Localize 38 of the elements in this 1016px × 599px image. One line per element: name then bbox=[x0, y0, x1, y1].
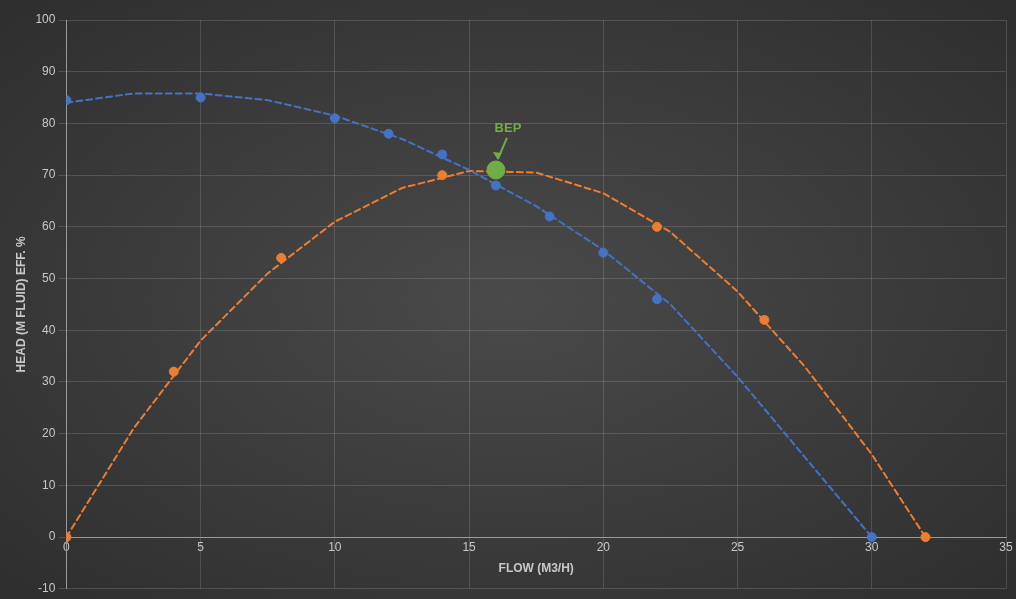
y-tick-label: 20 bbox=[42, 425, 56, 440]
y-tick-label: 50 bbox=[42, 270, 56, 285]
point bbox=[437, 149, 448, 160]
y-tick-label: 60 bbox=[42, 219, 56, 234]
y-tick-label: 90 bbox=[42, 64, 56, 79]
y-tick-label: 10 bbox=[42, 477, 56, 492]
y-tick-label: 70 bbox=[42, 167, 56, 182]
point bbox=[652, 221, 663, 232]
point bbox=[195, 92, 206, 103]
x-tick-label: 20 bbox=[596, 539, 611, 554]
point bbox=[168, 366, 179, 377]
point bbox=[652, 294, 663, 305]
point bbox=[598, 247, 609, 258]
x-tick-label: 25 bbox=[730, 539, 745, 554]
y-tick-label: 80 bbox=[42, 115, 56, 130]
point bbox=[383, 128, 394, 139]
x-tick-label: 15 bbox=[462, 539, 477, 554]
y-tick-label: 0 bbox=[48, 529, 56, 544]
point bbox=[866, 532, 877, 543]
x-tick-label: 10 bbox=[328, 539, 342, 554]
point bbox=[759, 314, 770, 325]
x-axis-title: FLOW (M3/H) bbox=[498, 561, 574, 575]
x-tick-label: 35 bbox=[999, 539, 1013, 554]
x-tick-label: 30 bbox=[865, 539, 879, 554]
y-axis-title: HEAD (M FLUID) EFF. % bbox=[13, 236, 28, 373]
point bbox=[437, 170, 448, 181]
point bbox=[486, 160, 506, 180]
point bbox=[490, 180, 501, 191]
y-tick-label: 30 bbox=[42, 374, 56, 389]
x-tick-label: 5 bbox=[197, 539, 205, 554]
annotation: BEP bbox=[494, 119, 522, 135]
point bbox=[276, 252, 287, 263]
y-tick-label: 40 bbox=[42, 322, 56, 337]
point bbox=[329, 113, 340, 124]
point bbox=[920, 532, 931, 543]
y-tick-label: 100 bbox=[35, 12, 56, 27]
y-tick-label: -10 bbox=[38, 581, 56, 596]
point bbox=[544, 211, 555, 222]
